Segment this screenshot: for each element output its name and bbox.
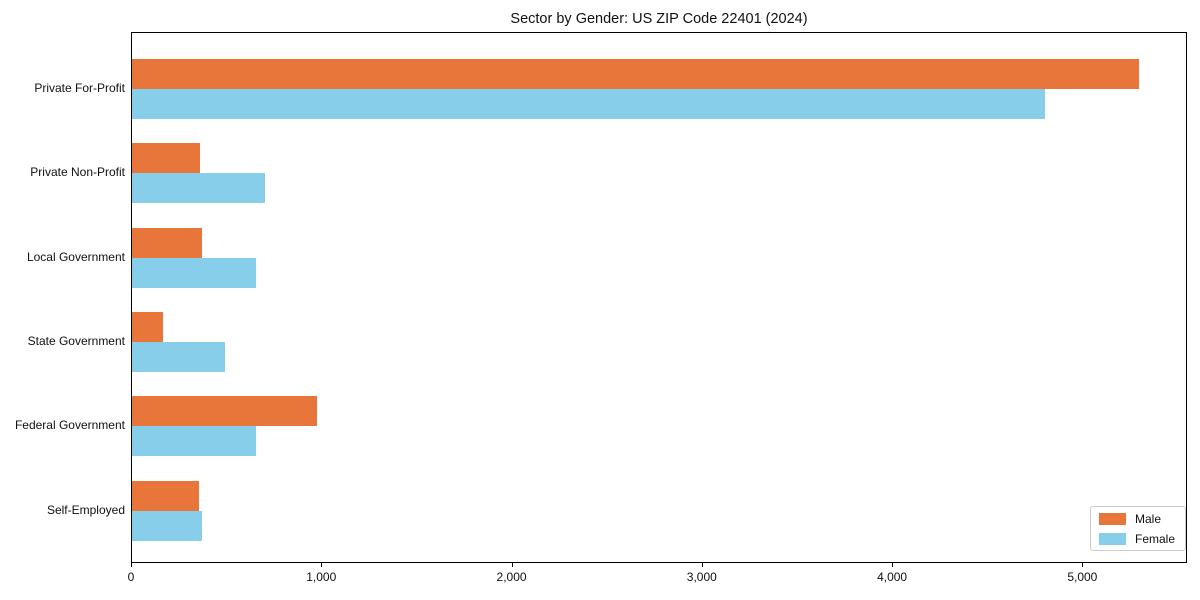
bar-female	[132, 510, 203, 541]
legend-item-male: Male	[1099, 512, 1177, 526]
y-axis-label: State Government	[27, 333, 125, 348]
y-axis-label: Self-Employed	[46, 502, 125, 517]
bar-female	[132, 341, 226, 372]
y-axis-label: Federal Government	[14, 418, 125, 433]
x-axis-tick	[892, 563, 894, 567]
bar-female	[132, 89, 1046, 119]
x-axis-tick	[321, 563, 323, 567]
bar-male	[132, 143, 201, 174]
legend-label-male: Male	[1135, 511, 1162, 526]
x-axis-tick-label: 5,000	[1067, 570, 1098, 584]
bar-female	[132, 173, 266, 204]
bar-female	[132, 257, 256, 288]
legend-label-female: Female	[1135, 531, 1176, 546]
legend: Male Female	[1090, 506, 1186, 551]
bar-male	[132, 227, 203, 258]
x-axis-tick-label: 3,000	[686, 570, 717, 584]
chart-title: Sector by Gender: US ZIP Code 22401 (202…	[510, 11, 808, 27]
y-axis-label: Private Non-Profit	[30, 165, 125, 180]
bar-male	[132, 59, 1139, 89]
bar-male	[132, 480, 199, 511]
x-axis-tick-label: 4,000	[877, 570, 908, 584]
bar-female	[132, 426, 256, 457]
legend-swatch-male-icon	[1099, 512, 1126, 525]
legend-swatch-female-icon	[1099, 532, 1126, 545]
plot-area	[131, 32, 1187, 563]
x-axis-tick	[511, 563, 513, 567]
y-axis-label: Private For-Profit	[34, 81, 125, 95]
bar-male	[132, 311, 164, 342]
x-axis-tick-label: 2,000	[496, 570, 527, 584]
x-axis-tick-label: 1,000	[306, 570, 337, 584]
bar-male	[132, 396, 317, 427]
x-axis-tick	[701, 563, 703, 567]
y-axis-label: Local Government	[26, 249, 125, 264]
legend-item-female: Female	[1099, 532, 1177, 546]
x-axis-tick	[1082, 563, 1084, 567]
x-axis-tick	[131, 563, 132, 567]
x-axis-tick-label: 0	[127, 570, 135, 584]
